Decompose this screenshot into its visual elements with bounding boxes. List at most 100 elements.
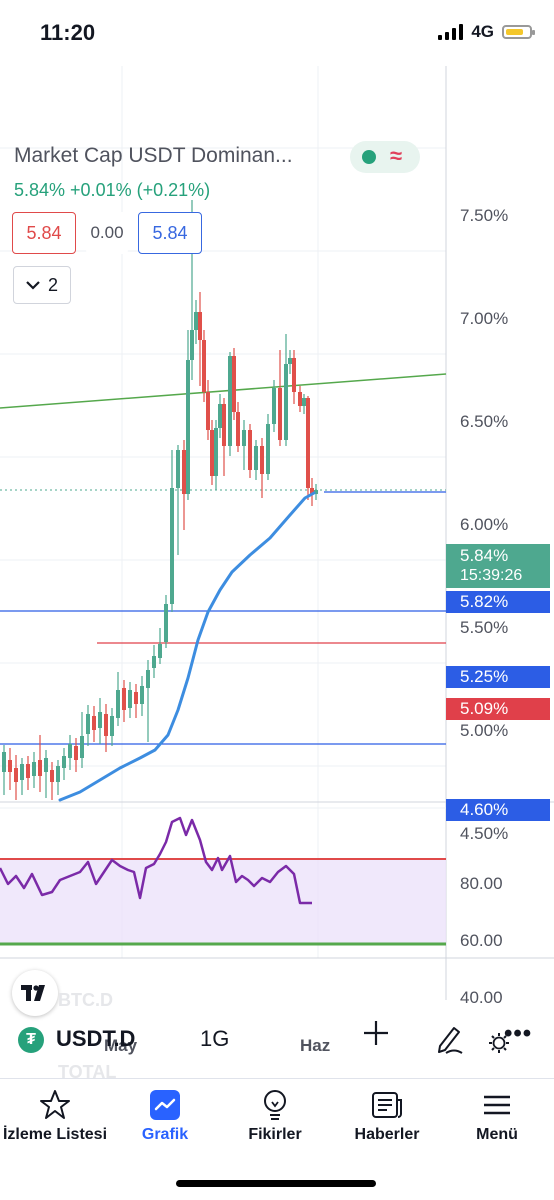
candle-body <box>92 716 96 730</box>
indicators-collapse-button[interactable]: 2 <box>13 266 71 304</box>
more-button[interactable]: ••• <box>504 1020 532 1048</box>
candle-body <box>298 392 302 406</box>
ghost-symbol-above: BTC.D <box>58 990 113 1010</box>
line-tag-5-25: 5.25% <box>446 666 550 688</box>
candle-body <box>302 398 306 406</box>
tab-label: Menü <box>476 1126 518 1143</box>
candle-body <box>2 752 6 772</box>
status-indicators: 4G <box>438 22 535 42</box>
chart-toggle[interactable]: ≈ <box>350 141 420 173</box>
price-axis-label: 6.00% <box>460 515 509 534</box>
rsi-band <box>0 860 446 944</box>
candle-body <box>44 758 48 772</box>
drawing-tools-button[interactable] <box>432 1022 466 1061</box>
menu-icon <box>442 1088 552 1122</box>
tab-label: İzleme Listesi <box>2 1126 108 1143</box>
lightbulb-icon <box>220 1088 330 1122</box>
price-change: 5.84% +0.01% (+0.21%) <box>14 180 211 200</box>
sell-price-box[interactable]: 5.84 <box>12 212 76 254</box>
candle-body <box>74 746 78 760</box>
candle-body <box>248 430 252 470</box>
time-axis-label: Haz <box>300 1036 331 1055</box>
tab-news[interactable]: Haberler <box>332 1088 442 1144</box>
symbol-selector[interactable]: USDT.D <box>56 1026 136 1051</box>
candle-body <box>14 768 18 782</box>
candle-body <box>214 428 218 476</box>
trend-line <box>0 373 447 409</box>
candle-body <box>164 604 168 642</box>
candle-body <box>68 744 72 758</box>
time-axis-label: May <box>104 1036 138 1055</box>
ghost-symbol-below: TOTAL <box>58 1062 117 1082</box>
chevron-down-icon <box>26 281 40 290</box>
candle-body <box>104 714 108 736</box>
candle-body <box>86 714 90 734</box>
tradingview-logo[interactable] <box>12 970 58 1016</box>
candle-body <box>98 712 102 728</box>
candle-body <box>80 736 84 758</box>
tab-ideas[interactable]: Fikirler <box>220 1088 330 1144</box>
interval-selector[interactable]: 1G <box>200 1026 230 1051</box>
chart-area[interactable]: Market Cap USDT Dominan... ≈ 5.84% +0.01… <box>0 66 554 1055</box>
candle-body <box>306 398 310 488</box>
candle-body <box>152 656 156 668</box>
candles <box>2 200 318 800</box>
candle-body <box>242 430 246 446</box>
candle-body <box>260 446 264 474</box>
more-icon: ••• <box>504 1020 533 1047</box>
rsi-axis-label: 60.00 <box>460 931 503 950</box>
market-status-icon <box>362 150 376 164</box>
rsi-line <box>0 816 312 905</box>
current-price-value: 5.84% <box>460 546 509 565</box>
candle-body <box>266 424 270 474</box>
rsi-axis-label: 80.00 <box>460 874 503 893</box>
candle-body <box>146 670 150 688</box>
add-button[interactable] <box>362 1019 390 1052</box>
home-indicator <box>176 1180 376 1187</box>
candle-body <box>272 388 276 424</box>
line-tag-5-09: 5.09% <box>446 698 550 720</box>
candle-body <box>202 340 206 392</box>
tab-chart[interactable]: Grafik <box>110 1088 220 1144</box>
tab-label: Fikirler <box>248 1126 302 1143</box>
tab-menu[interactable]: Menü <box>442 1088 552 1144</box>
candle-body <box>158 644 162 658</box>
signal-icon <box>438 24 464 40</box>
candle-body <box>50 770 54 782</box>
candle-body <box>198 312 202 340</box>
price-axis-label: 7.50% <box>460 206 509 225</box>
candle-body <box>292 358 296 392</box>
tab-watchlist[interactable]: İzleme Listesi <box>0 1088 110 1144</box>
indicator-count: 2 <box>47 274 58 295</box>
plus-icon <box>364 1021 388 1045</box>
candle-body <box>194 312 198 330</box>
star-icon <box>0 1088 110 1122</box>
status-bar: 11:20 4G <box>0 0 554 66</box>
candle-body <box>222 404 226 446</box>
candle-body <box>182 450 186 494</box>
gear-icon <box>489 1033 509 1053</box>
candle-body <box>218 404 222 428</box>
price-chart[interactable] <box>0 66 554 1000</box>
wave-icon: ≈ <box>390 143 403 168</box>
candle-body <box>128 690 132 708</box>
candle-body <box>140 686 144 704</box>
candle-body <box>134 692 138 704</box>
chart-title[interactable]: Market Cap USDT Dominan... <box>14 144 293 167</box>
candle-body <box>8 760 12 772</box>
bar-countdown: 15:39:26 <box>460 567 523 584</box>
network-label: 4G <box>471 22 494 41</box>
candle-body <box>206 392 210 430</box>
bottom-tab-bar: İzleme Listesi Grafik Fikirler Haberler … <box>0 1078 554 1200</box>
price-axis-label: 7.00% <box>460 309 509 328</box>
candle-body <box>26 764 30 778</box>
price-axis-label: 6.50% <box>460 412 509 431</box>
spread-value: 0.00 <box>86 212 128 254</box>
buy-price-box[interactable]: 5.84 <box>138 212 202 254</box>
chart-settings-button[interactable] <box>488 1032 510 1060</box>
candle-body <box>186 360 190 494</box>
candle-body <box>278 388 282 440</box>
candle-body <box>170 488 174 604</box>
news-icon <box>332 1088 442 1122</box>
candle-body <box>232 356 236 412</box>
